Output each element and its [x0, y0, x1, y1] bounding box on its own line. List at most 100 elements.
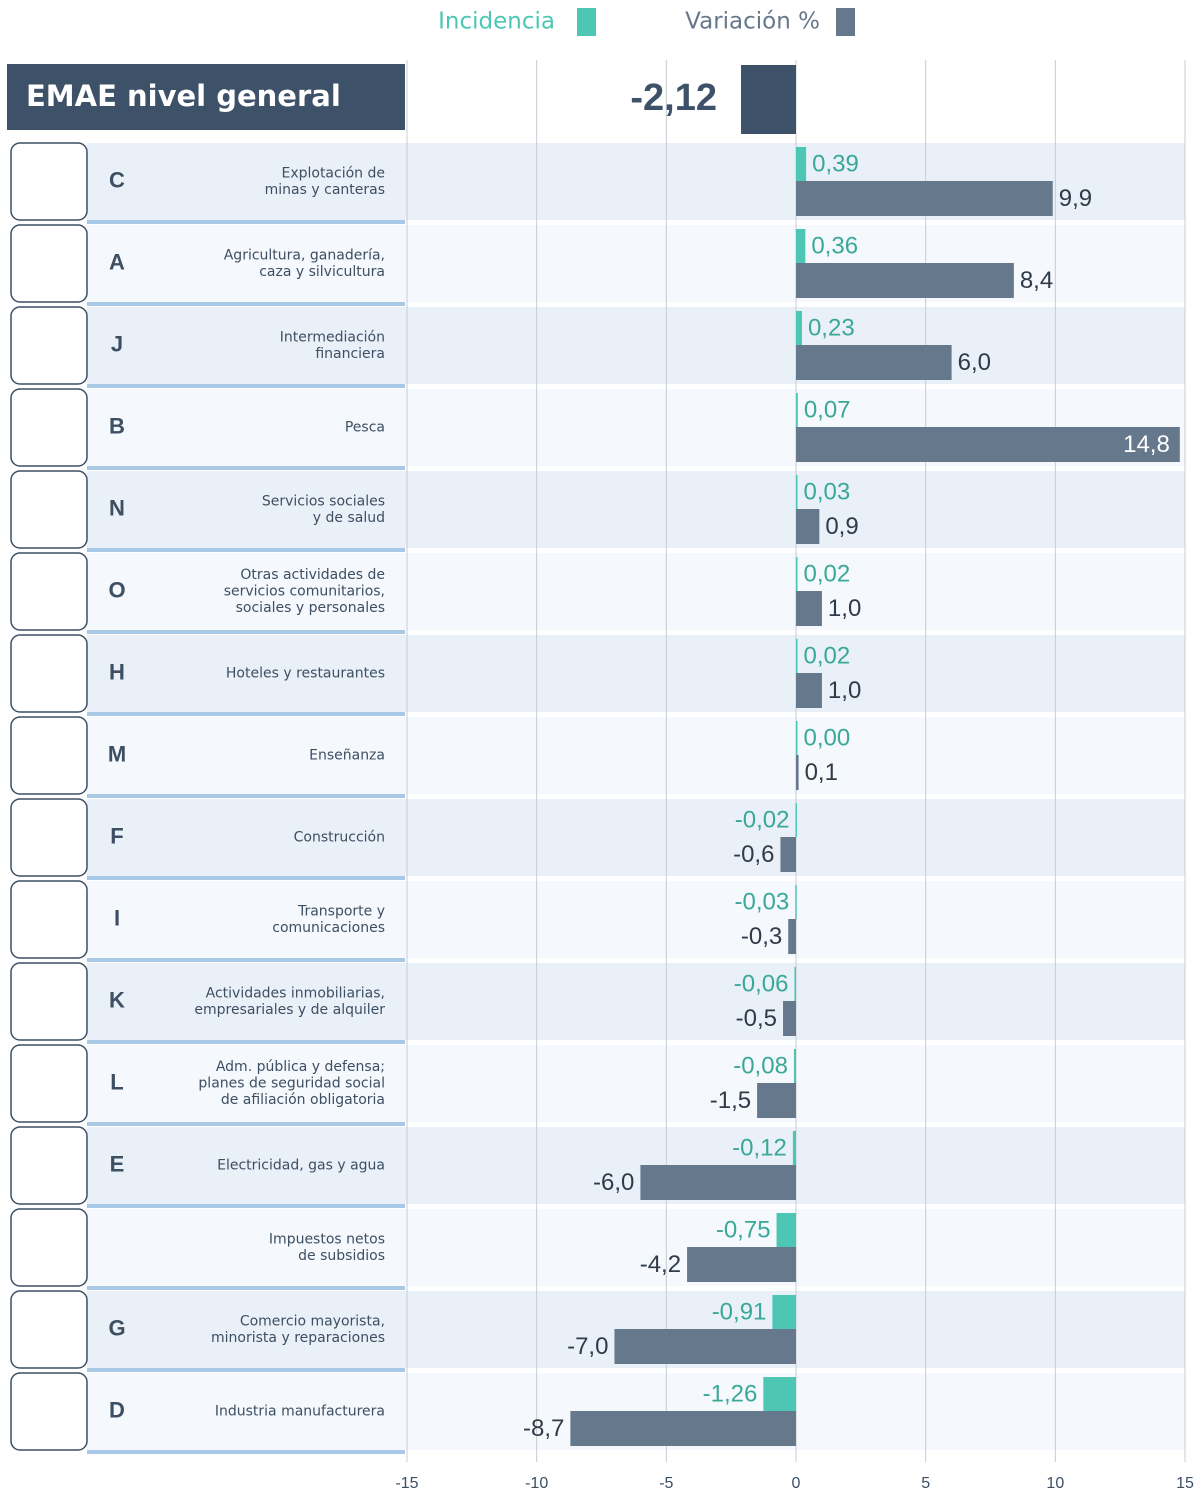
- category-description: Construcción: [294, 830, 385, 846]
- row-separator: [87, 302, 405, 306]
- icon-box: [10, 306, 88, 385]
- description-line: Agricultura, ganadería,: [224, 247, 385, 263]
- value-label: -0,06: [734, 970, 789, 997]
- description-line: minorista y reparaciones: [211, 1330, 385, 1346]
- value-label: 0,02: [804, 642, 851, 669]
- description-line: Pesca: [345, 420, 385, 436]
- variation-bar: [796, 509, 820, 544]
- value-label: 1,0: [828, 677, 861, 704]
- row-separator: [87, 548, 405, 552]
- description-line: empresariales y de alquiler: [194, 1002, 385, 1018]
- row-separator: [87, 466, 405, 470]
- description-line: servicios comunitarios,: [224, 584, 385, 600]
- value-label: 0,23: [808, 314, 855, 341]
- value-label: -1,26: [703, 1380, 758, 1407]
- description-line: Enseñanza: [309, 748, 385, 764]
- x-tick-label: 0: [792, 1475, 801, 1492]
- category-letter: J: [111, 331, 123, 356]
- value-label: -6,0: [593, 1169, 634, 1196]
- incidence-bar: [796, 393, 798, 427]
- value-label: -4,2: [640, 1251, 681, 1278]
- category-letter: A: [109, 249, 125, 274]
- row-separator: [87, 1204, 405, 1208]
- row-separator: [87, 958, 405, 962]
- value-label: -1,5: [710, 1087, 751, 1114]
- variation-bar: [796, 591, 822, 626]
- category-letter: D: [109, 1397, 125, 1422]
- value-label: 0,36: [811, 232, 858, 259]
- icon-box: [10, 142, 88, 221]
- value-label: -0,08: [733, 1052, 788, 1079]
- variation-bar: [640, 1165, 796, 1200]
- icon-box: [10, 1290, 88, 1369]
- row-separator: [87, 712, 405, 716]
- description-line: Servicios sociales: [262, 493, 385, 509]
- icon-box: [10, 470, 88, 549]
- icon-box: [10, 716, 88, 795]
- row-separator: [87, 1368, 405, 1372]
- category-letter: G: [108, 1315, 125, 1340]
- total-label-box: [7, 64, 405, 130]
- incidence-bar: [795, 885, 797, 919]
- value-label: -0,6: [733, 841, 774, 868]
- row-band: [87, 963, 1185, 1040]
- value-label: -0,3: [741, 923, 782, 950]
- description-line: Industria manufacturera: [215, 1404, 385, 1420]
- x-tick-label: -10: [525, 1475, 548, 1492]
- variation-bar: [796, 345, 952, 380]
- incidence-bar: [796, 229, 806, 263]
- incidence-bar: [772, 1295, 796, 1329]
- icon-box: [10, 880, 88, 959]
- incidence-bar: [796, 639, 798, 673]
- row-band: [87, 1127, 1185, 1204]
- description-line: Hoteles y restaurantes: [226, 666, 385, 682]
- legend-label: Incidencia: [438, 9, 555, 35]
- variation-bar: [780, 837, 796, 872]
- category-description: Intermediación financiera: [280, 329, 385, 362]
- description-line: Electricidad, gas y agua: [217, 1158, 385, 1174]
- category-letter: F: [110, 823, 123, 848]
- icon-box: [10, 1208, 88, 1287]
- value-label: 0,03: [804, 478, 851, 505]
- incidence-bar: [796, 475, 798, 509]
- icon-box: [10, 388, 88, 467]
- row-band: [87, 635, 1185, 712]
- row-band: [87, 1209, 1185, 1286]
- category-letter: L: [110, 1069, 123, 1094]
- legend-swatch: [577, 8, 596, 36]
- description-line: de afiliación obligatoria: [221, 1092, 385, 1108]
- category-description: Industria manufacturera: [215, 1404, 385, 1420]
- value-label: 14,8: [1123, 431, 1170, 458]
- category-letter: E: [110, 1151, 125, 1176]
- incidence-bar: [796, 721, 798, 755]
- category-letter: I: [114, 905, 120, 930]
- incidence-bar: [776, 1213, 796, 1247]
- icon-box: [10, 1126, 88, 1205]
- category-description: Electricidad, gas y agua: [217, 1158, 385, 1174]
- value-label: 1,0: [828, 595, 861, 622]
- category-letter: O: [108, 577, 125, 602]
- category-letter: B: [109, 413, 125, 438]
- x-tick-label: -5: [659, 1475, 673, 1492]
- description-line: minas y canteras: [265, 182, 385, 198]
- description-line: Otras actividades de: [240, 567, 385, 583]
- category-description: Otras actividades de servicios comunitari…: [224, 567, 385, 616]
- category-description: Comercio mayorista, minorista y reparacio…: [211, 1313, 385, 1346]
- variation-bar: [614, 1329, 796, 1364]
- value-label: 0,00: [804, 724, 851, 751]
- variation-bar: [796, 263, 1014, 298]
- variation-bar: [757, 1083, 796, 1118]
- description-line: Adm. pública y defensa;: [216, 1059, 385, 1075]
- icon-box: [10, 634, 88, 713]
- value-label: 0,39: [812, 150, 859, 177]
- category-description: Impuestos netos de subsidios: [269, 1231, 385, 1264]
- category-description: Actividades inmobiliarias, empresariales …: [194, 985, 385, 1018]
- value-label: 0,07: [804, 396, 851, 423]
- value-label: 6,0: [958, 349, 991, 376]
- value-label: 9,9: [1059, 185, 1092, 212]
- description-line: de subsidios: [298, 1248, 385, 1264]
- icon-box: [10, 224, 88, 303]
- icon-box: [10, 552, 88, 631]
- row-band: [87, 717, 1185, 794]
